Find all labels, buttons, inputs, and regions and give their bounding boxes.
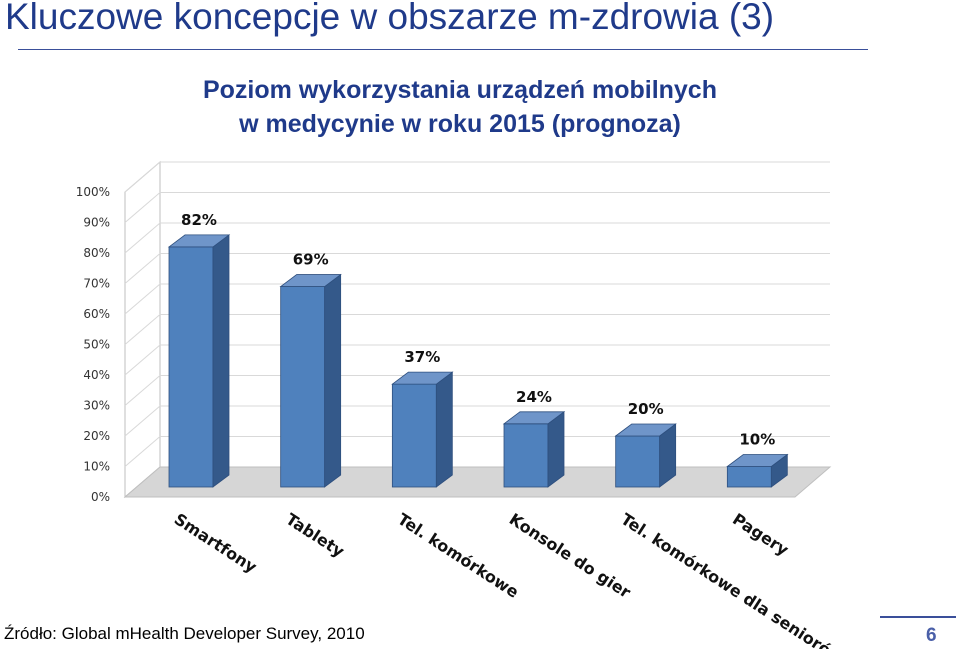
data-label: 24% xyxy=(516,388,552,406)
bar xyxy=(726,453,789,488)
y-tick-label: 80% xyxy=(83,246,110,260)
y-tick-label: 60% xyxy=(83,307,110,321)
category-label: Tel. komórkowe xyxy=(394,509,522,601)
gridline xyxy=(124,436,830,467)
gridline xyxy=(124,222,830,254)
data-label: 10% xyxy=(739,431,775,449)
category-label: Tel. komórkowe dla seniorów xyxy=(617,509,847,649)
y-tick-label: 70% xyxy=(83,277,110,291)
bar xyxy=(614,423,677,488)
y-tick-label: 90% xyxy=(83,216,110,230)
bar-side xyxy=(212,234,230,488)
bar-front xyxy=(503,423,549,488)
gridline xyxy=(124,253,830,284)
bar-side xyxy=(547,410,565,488)
bar xyxy=(502,410,566,488)
bar-front xyxy=(280,286,326,488)
y-tick-label: 30% xyxy=(83,399,110,413)
y-tick-label: 0% xyxy=(91,490,110,504)
slide-title: Kluczowe koncepcje w obszarze m-zdrowia … xyxy=(5,0,775,37)
y-tick-label: 50% xyxy=(83,338,110,352)
data-label: 20% xyxy=(628,400,664,418)
bar-side xyxy=(324,273,342,488)
category-label: Tablety xyxy=(282,509,348,561)
chart-title-line-1: Poziom wykorzystania urządzeń mobilnych xyxy=(202,76,717,104)
gridline xyxy=(124,344,830,376)
gridline xyxy=(124,192,830,223)
data-label: 37% xyxy=(404,348,440,366)
gridline xyxy=(124,375,830,406)
bar-front xyxy=(391,383,437,488)
category-label: Pagery xyxy=(729,509,792,559)
y-tick-label: 40% xyxy=(83,368,110,382)
category-label: Smartfony xyxy=(171,509,261,577)
data-label: 82% xyxy=(181,211,217,229)
y-tick-label: 10% xyxy=(83,460,110,474)
bar-top xyxy=(502,411,566,425)
source-note: Źródło: Global mHealth Developer Survey,… xyxy=(4,624,365,643)
data-label: 69% xyxy=(293,251,329,269)
bar-front xyxy=(168,246,214,488)
bar-top xyxy=(614,423,677,437)
chart-floor xyxy=(123,466,832,498)
bar-top xyxy=(726,454,789,467)
bar-front xyxy=(726,466,772,488)
gridline xyxy=(124,405,830,437)
gridline xyxy=(124,161,830,193)
bar xyxy=(279,273,342,488)
bar-side xyxy=(435,371,453,488)
bar xyxy=(391,371,454,488)
gridline xyxy=(124,314,830,345)
title-divider xyxy=(18,49,868,50)
bar xyxy=(167,234,231,488)
bar-front xyxy=(615,435,661,488)
y-tick-label: 100% xyxy=(76,185,110,199)
page-number: 6 xyxy=(926,625,937,646)
bar-top xyxy=(167,234,231,248)
gridline xyxy=(124,283,830,315)
bar-top xyxy=(279,274,342,287)
category-label: Konsole do gier xyxy=(506,509,634,602)
y-tick-label: 20% xyxy=(83,429,110,443)
bar-top xyxy=(391,371,454,385)
page-number-divider xyxy=(880,616,956,618)
chart-title-line-2: w medycynie w roku 2015 (prognoza) xyxy=(239,110,681,138)
